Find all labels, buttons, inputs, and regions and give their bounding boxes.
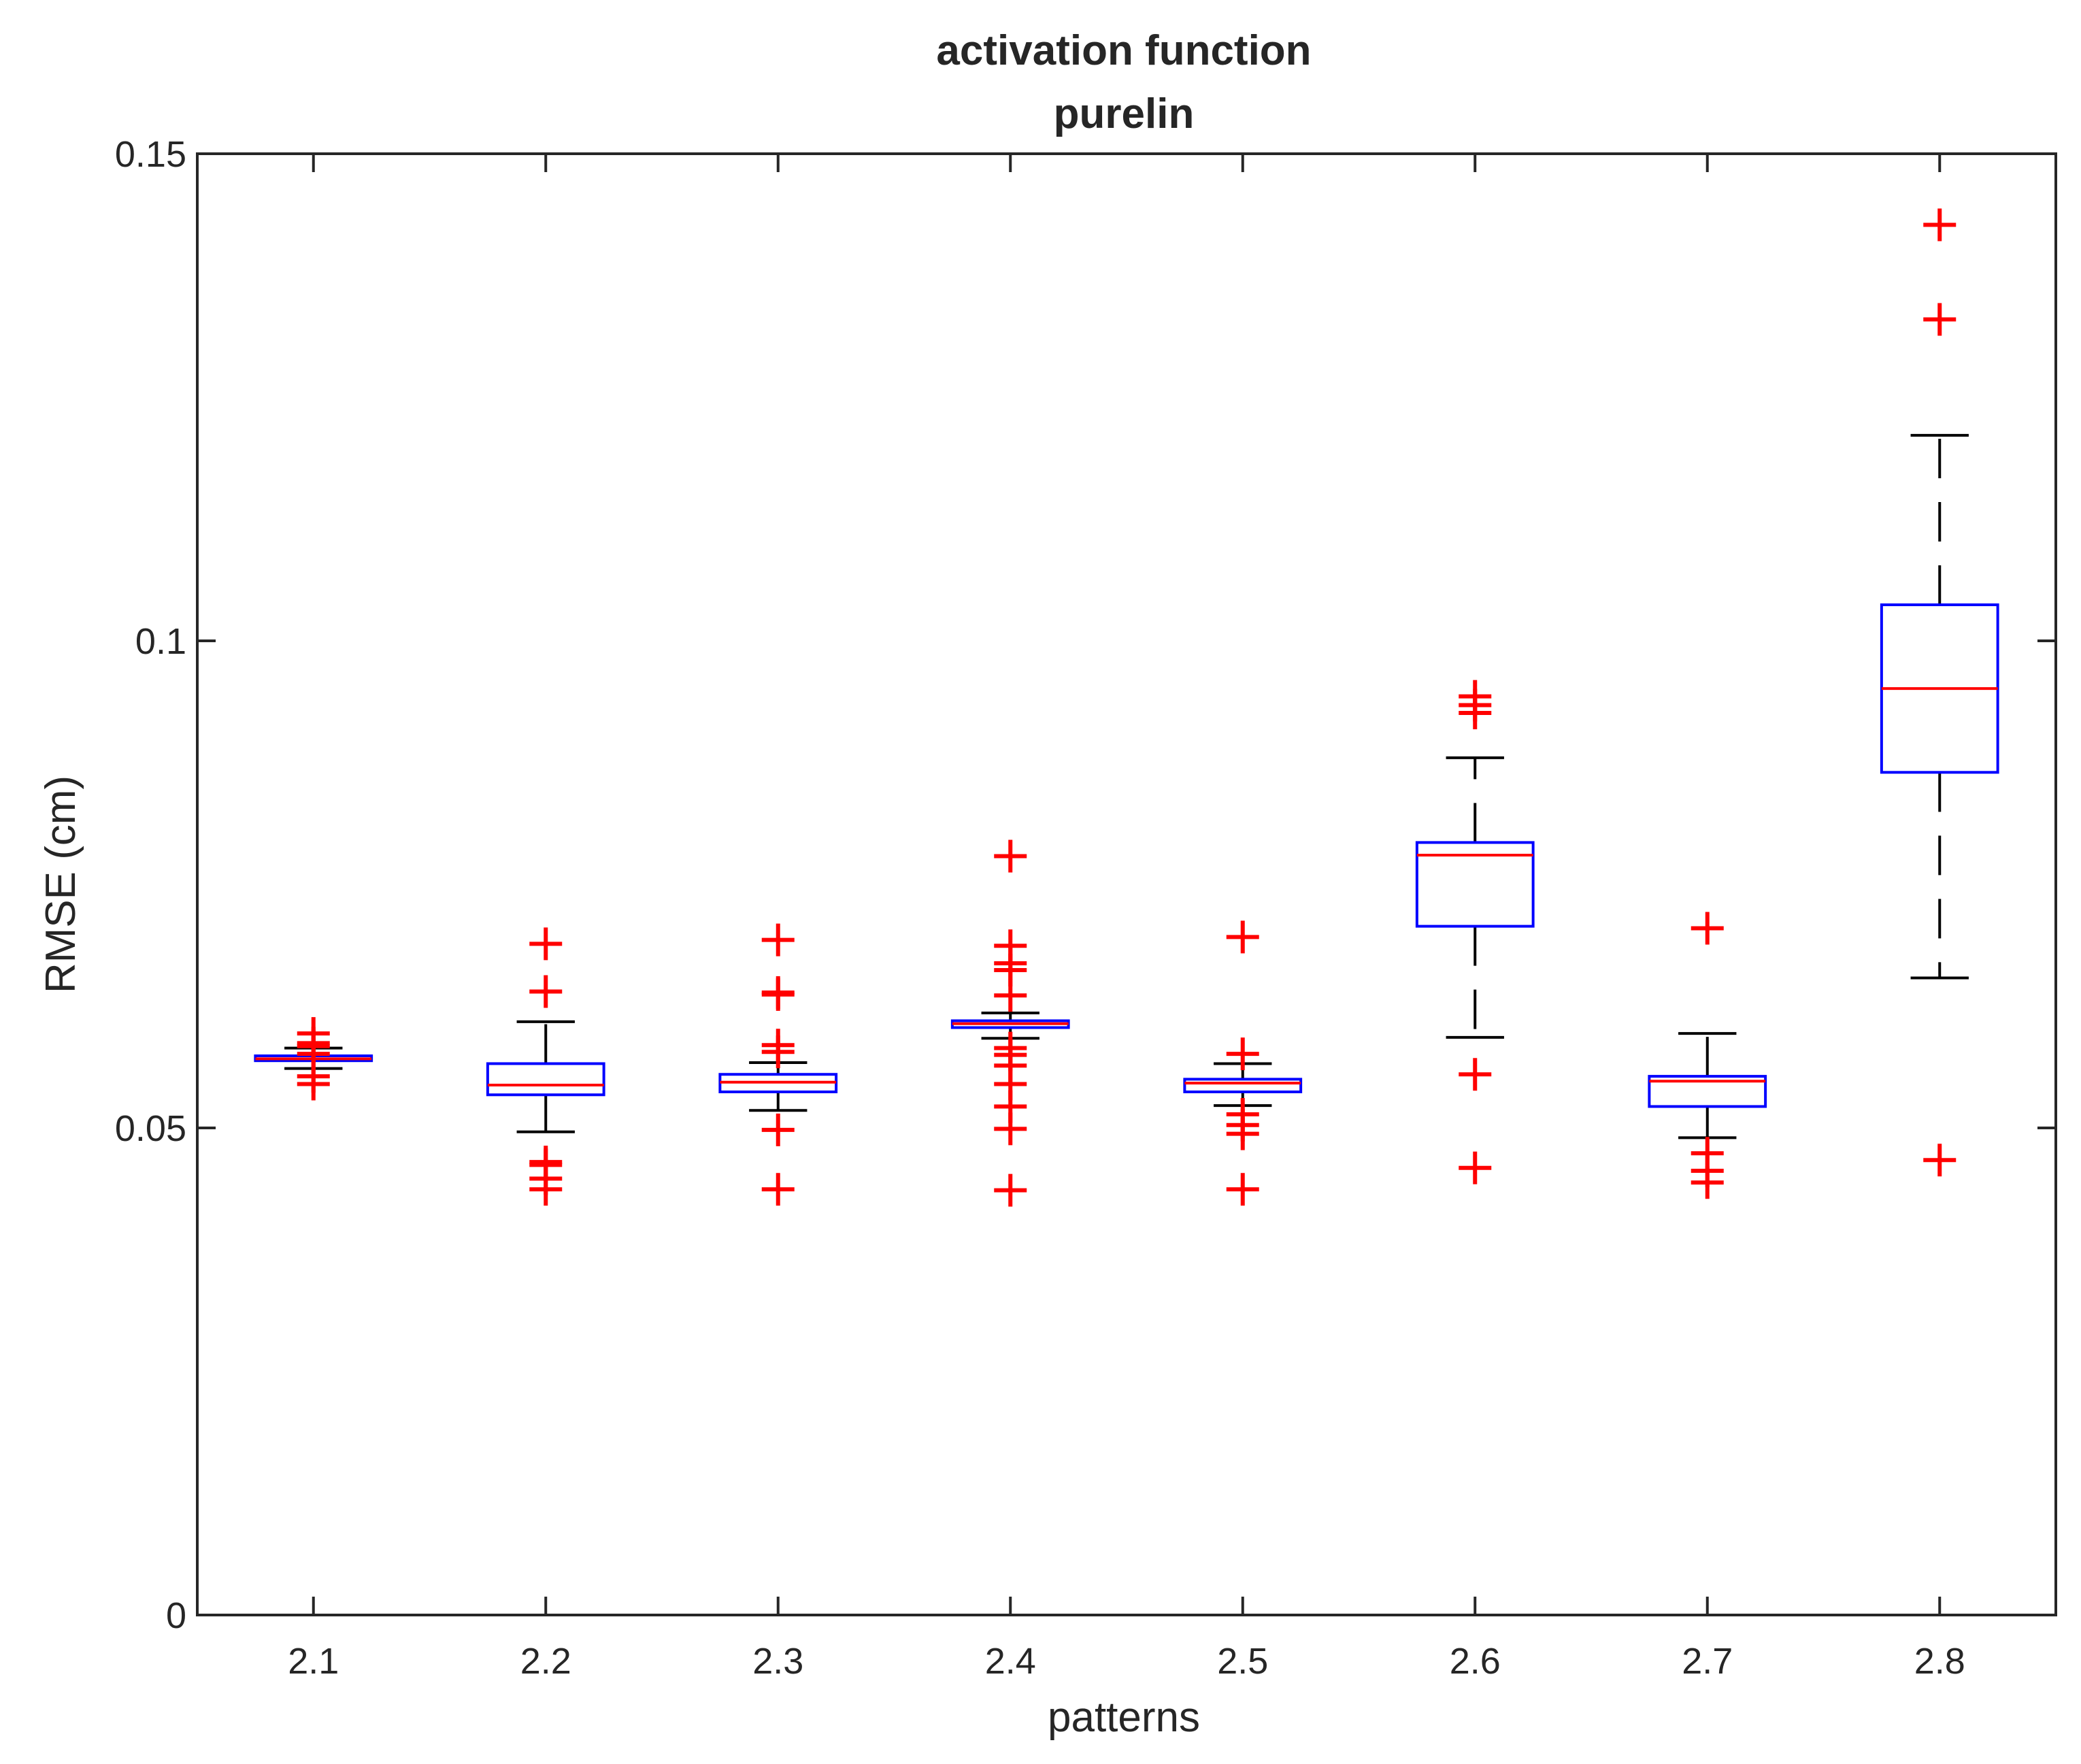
y-tick-label: 0.05 [115, 1108, 186, 1149]
chart-title-line-1: activation function [936, 27, 1311, 74]
outlier-marker [529, 927, 563, 961]
iqr-box [486, 1062, 605, 1097]
outlier-marker [1923, 303, 1957, 336]
box-group-2.4 [950, 839, 1070, 1207]
outlier-marker [1459, 1058, 1492, 1091]
box-group-2.8 [1880, 208, 1999, 1177]
outlier-marker [1226, 1173, 1259, 1206]
outlier-marker [761, 976, 795, 1009]
x-tick-label: 2.1 [288, 1641, 339, 1682]
x-tick-label: 2.8 [1914, 1641, 1965, 1682]
outlier-marker [1923, 208, 1957, 242]
axes-frame [196, 152, 2057, 1616]
outlier-marker [1226, 920, 1259, 954]
x-tick-label: 2.3 [752, 1641, 803, 1682]
plot-layer [254, 208, 1999, 1207]
iqr-box [1415, 841, 1535, 928]
plot-area [197, 154, 2056, 1615]
box-group-2.5 [1183, 920, 1303, 1206]
outlier-marker [761, 1029, 795, 1062]
outlier-marker [1226, 1097, 1259, 1131]
outlier-marker [1923, 1144, 1957, 1177]
box-group-2.1 [254, 1017, 373, 1101]
box-group-2.6 [1415, 680, 1535, 1184]
outlier-marker [297, 1017, 330, 1050]
iqr-box [1648, 1075, 1767, 1108]
outlier-marker [1691, 912, 1724, 945]
outlier-marker [1691, 1137, 1724, 1170]
outlier-marker [529, 975, 563, 1008]
y-tick-label: 0 [166, 1595, 186, 1636]
x-tick-label: 2.5 [1217, 1641, 1268, 1682]
x-axis-label: patterns [1048, 1694, 1200, 1741]
y-tick-label: 0.1 [135, 621, 186, 662]
x-tick-label: 2.7 [1682, 1641, 1733, 1682]
outlier-marker [761, 1173, 795, 1206]
chart-title-line-2: purelin [1054, 90, 1195, 137]
x-tick-label: 2.4 [985, 1641, 1036, 1682]
outlier-marker [994, 929, 1027, 963]
box-group-2.3 [718, 923, 838, 1206]
x-tick-label: 2.2 [520, 1641, 571, 1682]
outlier-marker [1459, 1151, 1492, 1184]
outlier-marker [994, 1174, 1027, 1207]
outlier-marker [994, 1031, 1027, 1065]
y-tick-label: 0.15 [115, 134, 186, 175]
outlier-marker [529, 1146, 563, 1179]
outlier-marker [761, 1113, 795, 1146]
outlier-marker [1226, 1037, 1259, 1071]
box-group-2.2 [486, 927, 605, 1206]
outlier-marker [994, 839, 1027, 873]
outlier-marker [1459, 680, 1492, 713]
box-group-2.7 [1648, 912, 1767, 1199]
x-tick-label: 2.6 [1450, 1641, 1501, 1682]
outlier-marker [761, 923, 795, 956]
iqr-box [1183, 1078, 1303, 1094]
y-axis-label: RMSE (cm) [37, 776, 84, 993]
